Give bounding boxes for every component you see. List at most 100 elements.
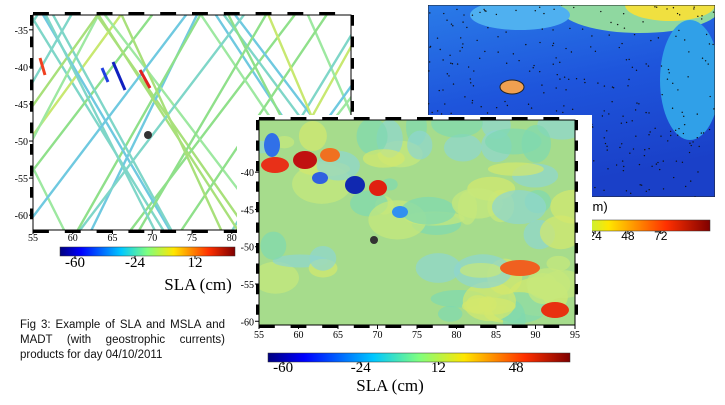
frame-dash xyxy=(30,58,33,69)
current-vector xyxy=(651,165,653,168)
current-vector xyxy=(556,73,558,76)
current-vector xyxy=(681,161,684,163)
current-vector xyxy=(533,64,535,67)
current-vector xyxy=(688,51,690,53)
current-vector xyxy=(552,63,554,65)
current-vector xyxy=(541,84,543,86)
frame-dash xyxy=(30,208,33,220)
track xyxy=(33,15,154,173)
current-vector xyxy=(456,8,458,11)
frame-dash xyxy=(351,36,354,48)
current-vector xyxy=(597,82,599,84)
current-vector xyxy=(712,11,715,13)
track xyxy=(33,15,73,84)
current-vector xyxy=(645,190,648,193)
current-vector xyxy=(431,111,433,114)
frame-dash xyxy=(322,325,338,328)
colorbar xyxy=(267,352,571,363)
current-vector xyxy=(675,35,677,37)
current-vector xyxy=(469,78,471,80)
current-vector xyxy=(619,146,621,149)
adt-patch xyxy=(625,5,715,21)
frame-dash xyxy=(353,117,370,120)
frame-dash xyxy=(30,101,33,112)
field-patch xyxy=(443,133,482,162)
current-vector xyxy=(677,134,679,136)
current-vector xyxy=(480,106,482,108)
frame-dash xyxy=(30,165,33,177)
current-vector xyxy=(539,70,541,73)
current-vector xyxy=(471,102,473,104)
track xyxy=(129,15,296,230)
colorbar-label: SLA (cm) xyxy=(164,275,232,294)
x-tick-label: 85 xyxy=(491,330,501,341)
track xyxy=(0,15,26,230)
current-vector xyxy=(451,63,454,65)
current-vector xyxy=(688,151,691,154)
field-patch xyxy=(431,120,483,138)
current-vector xyxy=(607,168,609,170)
current-vector xyxy=(442,89,444,91)
current-vector xyxy=(473,70,475,72)
current-vector xyxy=(683,123,686,126)
current-vector xyxy=(631,66,634,68)
frame-dash xyxy=(290,117,307,120)
current-vector xyxy=(696,137,698,139)
current-vector xyxy=(483,8,485,11)
current-vector xyxy=(460,37,462,39)
track xyxy=(33,165,66,230)
frame-dash xyxy=(575,284,578,295)
frame-dash xyxy=(256,222,259,233)
current-vector xyxy=(708,43,711,45)
current-vector xyxy=(603,85,606,87)
current-vector xyxy=(611,101,613,103)
current-vector xyxy=(697,15,699,18)
y-tick-label: -60 xyxy=(241,317,254,328)
field-patch xyxy=(487,162,544,176)
y-tick-label: -45 xyxy=(241,205,254,216)
current-vector xyxy=(676,12,679,15)
current-vector xyxy=(693,6,695,8)
frame-dash xyxy=(259,117,275,120)
current-vector xyxy=(450,112,452,115)
current-vector xyxy=(446,19,448,21)
current-vector xyxy=(672,82,674,85)
current-vector xyxy=(643,154,646,157)
current-vector xyxy=(562,111,564,114)
current-vector xyxy=(666,78,669,80)
track xyxy=(33,15,100,142)
current-vector xyxy=(662,160,664,162)
current-vector xyxy=(648,189,650,191)
anomaly xyxy=(312,172,328,184)
current-vector xyxy=(645,111,647,114)
current-vector xyxy=(625,121,628,124)
current-vector xyxy=(705,33,708,36)
x-tick-label: 65 xyxy=(333,330,343,341)
current-vector xyxy=(693,8,695,10)
field-patch xyxy=(298,120,327,152)
x-tick-label: 65 xyxy=(108,233,118,244)
current-vector xyxy=(590,46,592,48)
current-vector xyxy=(636,102,638,104)
current-vector xyxy=(604,142,607,145)
colorbar-tick-label: -24 xyxy=(351,360,371,376)
current-vector xyxy=(697,171,699,173)
track xyxy=(33,16,165,230)
frame-dash xyxy=(223,12,240,15)
current-vector xyxy=(634,109,637,111)
field-patch xyxy=(415,253,461,283)
current-vector xyxy=(618,46,620,49)
current-vector xyxy=(628,78,630,81)
current-vector xyxy=(713,108,715,110)
current-vector xyxy=(708,128,711,131)
frame-dash xyxy=(575,263,578,274)
field-patch xyxy=(309,245,337,271)
current-vector xyxy=(559,61,561,64)
colorbar-tick-label: -60 xyxy=(273,360,293,376)
anomaly xyxy=(541,302,569,318)
frame-dash xyxy=(128,12,145,15)
current-vector xyxy=(659,168,661,171)
frame-dash xyxy=(351,15,354,26)
frame-dash xyxy=(543,117,560,120)
track-anomaly xyxy=(138,69,152,89)
